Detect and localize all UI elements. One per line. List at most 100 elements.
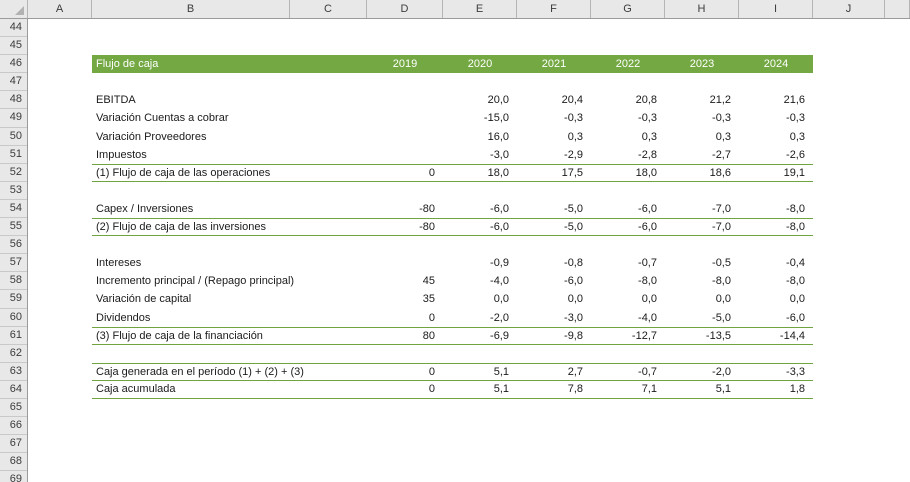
- cell-B49-label[interactable]: Variación Cuentas a cobrar: [96, 112, 229, 125]
- cell-D48[interactable]: [367, 91, 443, 109]
- cell-G54[interactable]: -6,0: [638, 202, 657, 215]
- row-header-67[interactable]: 67: [0, 435, 27, 454]
- cell-right-50[interactable]: [813, 128, 910, 146]
- cell-E58[interactable]: -4,0: [490, 275, 509, 288]
- cell-A45[interactable]: [28, 37, 92, 55]
- row-header-57[interactable]: 57: [0, 254, 27, 273]
- cell-F52[interactable]: 17,5: [561, 166, 583, 179]
- cell-A51[interactable]: [28, 146, 92, 164]
- cell-G60[interactable]: -4,0: [638, 311, 657, 324]
- cell-A50[interactable]: [28, 128, 92, 146]
- cell-E57[interactable]: -0,9: [490, 257, 509, 270]
- cell-H55[interactable]: -7,0: [712, 221, 731, 234]
- cell-D64[interactable]: 0: [428, 382, 435, 395]
- cell-right-65[interactable]: [813, 399, 910, 417]
- cell-F55[interactable]: -5,0: [564, 221, 583, 234]
- row-header-45[interactable]: 45: [0, 37, 27, 56]
- cell-right-49[interactable]: [813, 109, 910, 127]
- cell-I63[interactable]: -3,3: [786, 365, 805, 378]
- cell-D60[interactable]: 0: [428, 311, 435, 324]
- cell-A65[interactable]: [28, 399, 92, 417]
- cell-I59[interactable]: 0,0: [789, 293, 805, 306]
- cell-E49[interactable]: -15,0: [483, 112, 509, 125]
- cell-B64-label[interactable]: Caja acumulada: [96, 382, 176, 395]
- row-header-60[interactable]: 60: [0, 309, 27, 327]
- cell-H51[interactable]: -2,7: [712, 148, 731, 161]
- year-header-2024[interactable]: 2024: [763, 58, 789, 71]
- cell-A66[interactable]: [28, 417, 92, 435]
- cell-E64[interactable]: 5,1: [493, 382, 509, 395]
- cell-H48[interactable]: 21,2: [709, 94, 731, 107]
- cell-D57[interactable]: [367, 254, 443, 272]
- row-header-47[interactable]: 47: [0, 73, 27, 92]
- cell-right-45[interactable]: [813, 37, 910, 55]
- column-header-H[interactable]: H: [665, 0, 739, 18]
- year-header-2022[interactable]: 2022: [615, 58, 641, 71]
- cell-E63[interactable]: 5,1: [493, 365, 509, 378]
- cell-I50[interactable]: 0,3: [789, 130, 805, 143]
- column-header-G[interactable]: G: [591, 0, 665, 18]
- year-header-2019[interactable]: 2019: [392, 58, 418, 71]
- cell-D61[interactable]: 80: [422, 329, 435, 342]
- column-header-D[interactable]: D: [367, 0, 443, 18]
- row-header-56[interactable]: 56: [0, 236, 27, 255]
- table-title[interactable]: Flujo de caja: [96, 58, 159, 71]
- cell-E60[interactable]: -2,0: [490, 311, 509, 324]
- year-header-2020[interactable]: 2020: [467, 58, 493, 71]
- cell-I51[interactable]: -2,6: [786, 148, 805, 161]
- row-header-62[interactable]: 62: [0, 345, 27, 363]
- cell-right-44[interactable]: [813, 19, 910, 37]
- cell-H61[interactable]: -13,5: [705, 329, 731, 342]
- cell-A69[interactable]: [28, 471, 92, 482]
- cell-F48[interactable]: 20,4: [561, 94, 583, 107]
- cell-A63[interactable]: [28, 363, 92, 381]
- cell-G63[interactable]: -0,7: [638, 365, 657, 378]
- cell-F58[interactable]: -6,0: [564, 275, 583, 288]
- column-header-partial[interactable]: [885, 0, 910, 18]
- cell-G49[interactable]: -0,3: [638, 112, 657, 125]
- cell-E50[interactable]: 16,0: [487, 130, 509, 143]
- cell-I58[interactable]: -8,0: [786, 275, 805, 288]
- cell-H58[interactable]: -8,0: [712, 275, 731, 288]
- cell-B61-label[interactable]: (3) Flujo de caja de la financiación: [96, 329, 263, 342]
- cell-H57[interactable]: -0,5: [712, 257, 731, 270]
- cell-E51[interactable]: -3,0: [490, 148, 509, 161]
- cell-I55[interactable]: -8,0: [786, 221, 805, 234]
- row-header-44[interactable]: 44: [0, 19, 27, 38]
- cell-right-61[interactable]: [813, 327, 910, 345]
- row-header-69[interactable]: 69: [0, 471, 27, 482]
- column-header-B[interactable]: B: [92, 0, 290, 18]
- cell-E59[interactable]: 0,0: [493, 293, 509, 306]
- cell-F57[interactable]: -0,8: [564, 257, 583, 270]
- cell-I57[interactable]: -0,4: [786, 257, 805, 270]
- cell-H54[interactable]: -7,0: [712, 202, 731, 215]
- cell-A47[interactable]: [28, 73, 92, 91]
- cell-I64[interactable]: 1,8: [789, 382, 805, 395]
- column-header-E[interactable]: E: [443, 0, 517, 18]
- cell-I61[interactable]: -14,4: [779, 329, 805, 342]
- cell-D58[interactable]: 45: [422, 275, 435, 288]
- cell-E61[interactable]: -6,9: [490, 329, 509, 342]
- cell-A48[interactable]: [28, 91, 92, 109]
- cell-H49[interactable]: -0,3: [712, 112, 731, 125]
- cell-G57[interactable]: -0,7: [638, 257, 657, 270]
- cell-A52[interactable]: [28, 164, 92, 182]
- row-header-49[interactable]: 49: [0, 109, 27, 128]
- column-header-C[interactable]: C: [290, 0, 367, 18]
- cell-H64[interactable]: 5,1: [715, 382, 731, 395]
- cell-D54[interactable]: -80: [419, 202, 435, 215]
- row-header-68[interactable]: 68: [0, 453, 27, 472]
- cell-F59[interactable]: 0,0: [567, 293, 583, 306]
- cell-right-47[interactable]: [813, 73, 910, 91]
- cell-F50[interactable]: 0,3: [567, 130, 583, 143]
- row-header-58[interactable]: 58: [0, 272, 27, 291]
- cell-F61[interactable]: -9,8: [564, 329, 583, 342]
- cell-F64[interactable]: 7,8: [567, 382, 583, 395]
- cell-F49[interactable]: -0,3: [564, 112, 583, 125]
- year-header-2023[interactable]: 2023: [689, 58, 715, 71]
- cell-A67[interactable]: [28, 435, 92, 453]
- cell-F51[interactable]: -2,9: [564, 148, 583, 161]
- cell-A68[interactable]: [28, 453, 92, 471]
- cell-I48[interactable]: 21,6: [783, 94, 805, 107]
- cell-B58-label[interactable]: Incremento principal / (Repago principal…: [96, 275, 295, 288]
